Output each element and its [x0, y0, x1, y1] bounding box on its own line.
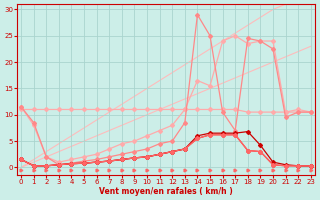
X-axis label: Vent moyen/en rafales ( km/h ): Vent moyen/en rafales ( km/h ): [99, 187, 233, 196]
